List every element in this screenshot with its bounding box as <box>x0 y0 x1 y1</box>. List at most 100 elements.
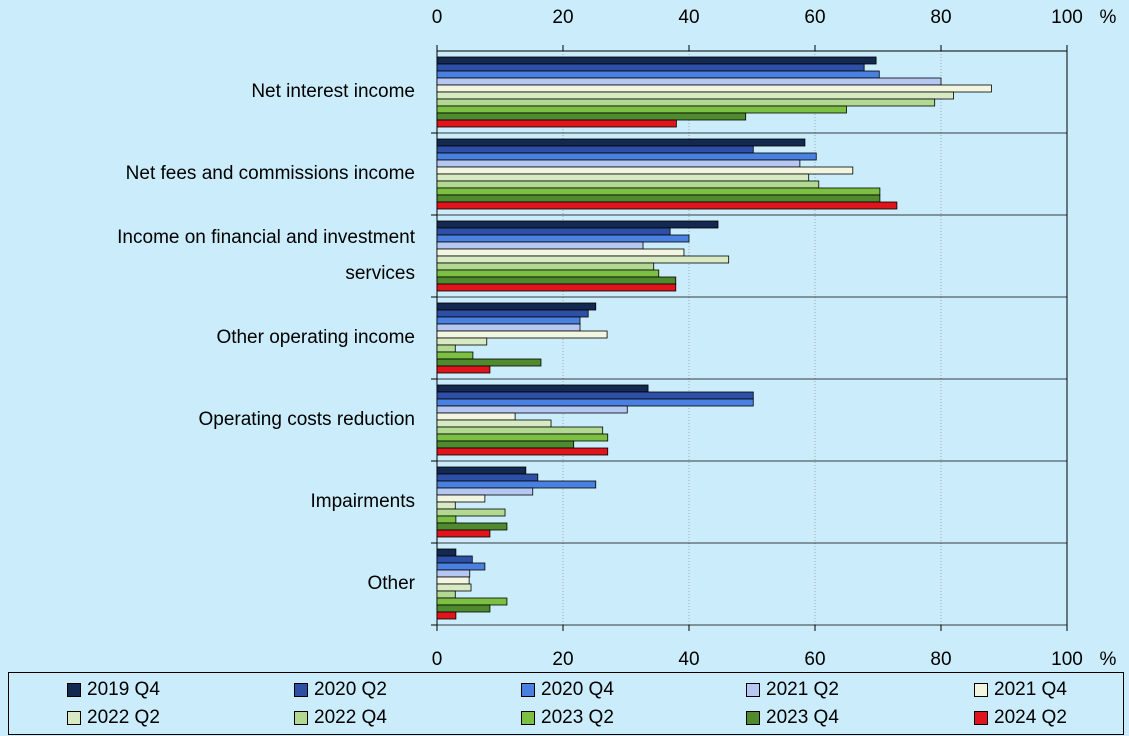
legend-item: 2020 Q4 <box>521 679 614 701</box>
bar <box>436 473 539 482</box>
bar <box>436 433 609 442</box>
bar <box>436 583 472 592</box>
bar <box>436 351 474 360</box>
legend-label: 2020 Q2 <box>314 679 387 700</box>
bar <box>436 562 486 571</box>
bar <box>436 412 516 421</box>
bar <box>436 98 936 107</box>
x-tick-label: 100 <box>1051 649 1083 670</box>
bar <box>436 173 810 182</box>
category-label: Operating costs reduction <box>198 409 415 430</box>
legend-swatch <box>294 683 308 697</box>
legend-item: 2020 Q2 <box>294 679 387 701</box>
legend-item: 2022 Q2 <box>67 707 160 729</box>
legend-label: 2021 Q4 <box>994 679 1067 700</box>
bar <box>436 84 992 93</box>
bar <box>436 405 628 414</box>
bar <box>436 63 865 72</box>
x-tick-label: 80 <box>930 649 951 670</box>
bar <box>436 262 655 271</box>
legend-label: 2024 Q2 <box>994 707 1067 728</box>
bar <box>436 529 491 538</box>
bar <box>436 91 954 100</box>
bar <box>436 447 609 456</box>
x-tick-label: 60 <box>804 7 825 28</box>
category-label: Other <box>367 573 415 594</box>
bar <box>436 112 747 121</box>
bar <box>436 220 719 229</box>
bar <box>436 487 534 496</box>
bar <box>436 323 581 332</box>
bar <box>436 255 730 264</box>
x-tick-label: 0 <box>432 649 443 670</box>
legend-swatch <box>746 711 760 725</box>
category-label: Net interest income <box>251 81 415 102</box>
x-tick-label: 80 <box>930 7 951 28</box>
legend-item: 2021 Q4 <box>974 679 1067 701</box>
bar <box>436 358 542 367</box>
legend-label: 2022 Q2 <box>87 707 160 728</box>
bar <box>436 180 820 189</box>
bar <box>436 309 589 318</box>
bar <box>436 555 473 564</box>
bar <box>436 384 649 393</box>
bar <box>436 187 881 196</box>
legend-label: 2021 Q2 <box>766 679 839 700</box>
legend-swatch <box>974 683 988 697</box>
category-label: Other operating income <box>216 327 415 348</box>
bar <box>436 391 754 400</box>
bar <box>436 604 491 613</box>
legend-item: 2022 Q4 <box>294 707 387 729</box>
legend-swatch <box>67 711 81 725</box>
bar <box>436 548 457 557</box>
x-tick-label: 20 <box>552 7 573 28</box>
bar <box>436 597 508 606</box>
bar <box>436 494 486 503</box>
bar <box>436 234 690 243</box>
bar <box>436 145 754 154</box>
bar <box>436 138 806 147</box>
bar <box>436 337 488 346</box>
bar <box>436 501 456 510</box>
bar <box>436 119 677 128</box>
bar <box>436 365 491 374</box>
bar <box>436 398 754 407</box>
category-label: Income on financial and investment servi… <box>117 227 415 284</box>
bar <box>436 522 508 531</box>
bar <box>436 166 854 175</box>
bar <box>436 269 660 278</box>
legend-swatch <box>67 683 81 697</box>
x-unit: % <box>1100 649 1117 670</box>
bar <box>436 611 457 620</box>
bar <box>436 77 942 86</box>
x-tick-label: 20 <box>552 649 573 670</box>
category-label: Impairments <box>310 491 415 512</box>
x-tick-label: 0 <box>432 7 443 28</box>
bar <box>436 316 581 325</box>
bar <box>436 105 847 114</box>
bar <box>436 248 685 257</box>
bar <box>436 419 552 428</box>
bar <box>436 466 527 475</box>
legend: 2019 Q4 2020 Q2 2020 Q4 2021 Q2 2021 Q4 2022 … <box>8 672 1124 735</box>
bar <box>436 302 597 311</box>
bar <box>436 276 677 285</box>
bar <box>436 194 881 203</box>
bar <box>436 480 597 489</box>
plot: 0 0 20 20 40 40 60 60 80 80 100 100%% <box>431 7 1117 670</box>
legend-label: 2023 Q4 <box>766 707 839 728</box>
x-tick-label: 60 <box>804 649 825 670</box>
bar <box>436 330 608 339</box>
bar <box>436 159 801 168</box>
bar <box>436 576 470 585</box>
bar <box>436 515 457 524</box>
legend-swatch <box>294 711 308 725</box>
bar <box>436 152 817 161</box>
x-unit: % <box>1100 7 1117 28</box>
bar <box>436 590 456 599</box>
legend-swatch <box>974 711 988 725</box>
legend-label: 2020 Q4 <box>541 679 614 700</box>
legend-label: 2019 Q4 <box>87 679 160 700</box>
legend-item: 2019 Q4 <box>67 679 160 701</box>
